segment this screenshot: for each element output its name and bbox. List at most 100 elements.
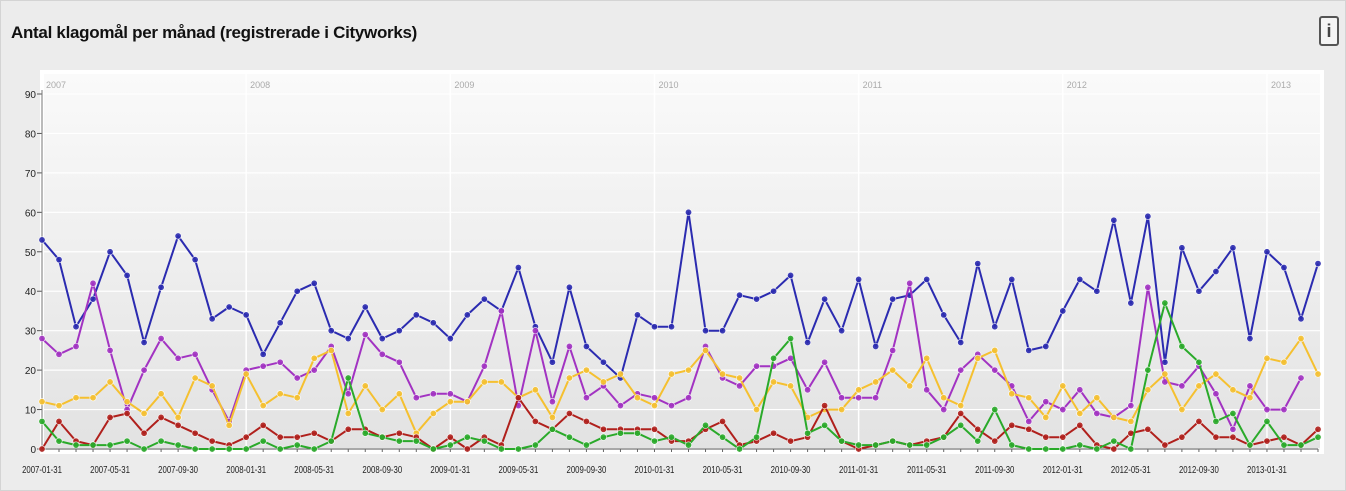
data-point xyxy=(1297,315,1305,323)
data-point xyxy=(1161,299,1169,307)
data-point xyxy=(157,413,165,421)
data-point xyxy=(38,417,46,425)
data-point xyxy=(838,406,846,414)
data-point xyxy=(565,409,573,417)
data-point xyxy=(838,327,846,335)
x-tick-label: 2007-09-30 xyxy=(158,464,198,475)
data-point xyxy=(1076,441,1084,449)
data-point xyxy=(123,271,131,279)
data-point xyxy=(957,366,965,374)
year-label: 2012 xyxy=(1067,80,1087,90)
data-point xyxy=(208,382,216,390)
data-point xyxy=(208,437,216,445)
y-tick-label: 0 xyxy=(30,445,36,456)
data-point xyxy=(599,358,607,366)
data-point xyxy=(770,429,778,437)
data-point xyxy=(855,394,863,402)
data-point xyxy=(991,437,999,445)
data-point xyxy=(1280,358,1288,366)
info-button[interactable]: i xyxy=(1319,16,1339,46)
data-point xyxy=(157,335,165,343)
data-point xyxy=(89,394,97,402)
data-point xyxy=(1195,358,1203,366)
data-point xyxy=(225,421,233,429)
data-point xyxy=(1178,433,1186,441)
y-tick-label: 50 xyxy=(25,248,37,259)
data-point xyxy=(344,390,352,398)
data-point xyxy=(991,346,999,354)
data-point xyxy=(191,429,199,437)
data-point xyxy=(1263,248,1271,256)
data-point xyxy=(1025,394,1033,402)
data-point xyxy=(1161,441,1169,449)
data-point xyxy=(1144,212,1152,220)
data-point xyxy=(804,386,812,394)
data-point xyxy=(685,366,693,374)
data-point xyxy=(157,283,165,291)
data-point xyxy=(344,335,352,343)
data-point xyxy=(1212,417,1220,425)
data-point xyxy=(1246,382,1254,390)
x-tick-label: 2007-01-31 xyxy=(22,464,62,475)
data-point xyxy=(191,374,199,382)
data-point xyxy=(872,342,880,350)
data-point xyxy=(1042,398,1050,406)
data-point xyxy=(940,406,948,414)
data-point xyxy=(38,236,46,244)
x-tick-label: 2009-05-31 xyxy=(498,464,538,475)
data-point xyxy=(344,374,352,382)
data-point xyxy=(174,232,182,240)
data-point xyxy=(616,429,624,437)
data-point xyxy=(378,350,386,358)
data-point xyxy=(1042,445,1050,453)
data-point xyxy=(719,327,727,335)
data-point xyxy=(446,390,454,398)
data-point xyxy=(582,366,590,374)
data-point xyxy=(650,437,658,445)
data-point xyxy=(1059,406,1067,414)
data-point xyxy=(1229,409,1237,417)
data-point xyxy=(429,409,437,417)
data-point xyxy=(259,437,267,445)
data-point xyxy=(685,394,693,402)
data-point xyxy=(736,445,744,453)
data-point xyxy=(1127,417,1135,425)
data-point xyxy=(1229,244,1237,252)
data-point xyxy=(1297,374,1305,382)
data-point xyxy=(242,311,250,319)
data-point xyxy=(1042,413,1050,421)
data-point xyxy=(72,394,80,402)
data-point xyxy=(123,437,131,445)
data-point xyxy=(38,398,46,406)
data-point xyxy=(89,279,97,287)
series-4 xyxy=(38,299,1322,453)
data-point xyxy=(889,295,897,303)
data-point xyxy=(140,445,148,453)
x-tick-label: 2009-01-31 xyxy=(430,464,470,475)
data-point xyxy=(174,413,182,421)
data-point xyxy=(361,331,369,339)
data-point xyxy=(1144,386,1152,394)
data-point xyxy=(208,445,216,453)
data-point xyxy=(599,425,607,433)
data-point xyxy=(480,362,488,370)
data-point xyxy=(276,358,284,366)
data-point xyxy=(1025,346,1033,354)
data-point xyxy=(55,256,63,264)
data-point xyxy=(582,441,590,449)
data-point xyxy=(991,323,999,331)
data-point xyxy=(957,338,965,346)
data-point xyxy=(140,366,148,374)
data-point xyxy=(463,433,471,441)
data-point xyxy=(667,402,675,410)
data-point xyxy=(1076,409,1084,417)
chart-title: Antal klagomål per månad (registrerade i… xyxy=(11,23,418,42)
data-point xyxy=(1297,441,1305,449)
data-point xyxy=(736,291,744,299)
data-point xyxy=(1314,370,1322,378)
data-point xyxy=(1059,307,1067,315)
data-point xyxy=(395,358,403,366)
data-point xyxy=(1280,264,1288,272)
data-point xyxy=(838,437,846,445)
